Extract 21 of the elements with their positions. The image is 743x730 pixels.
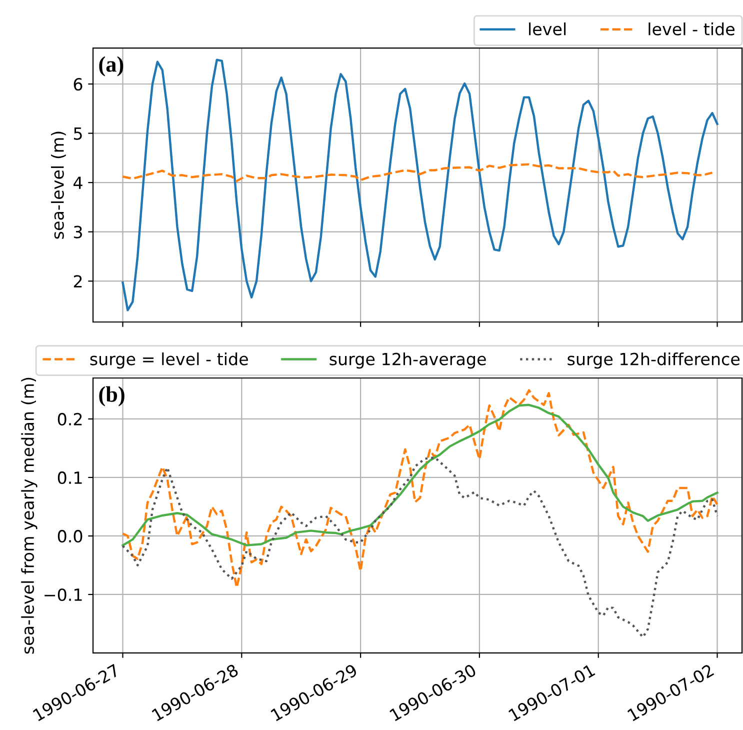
y-tick-label: 4 <box>74 176 82 189</box>
annotation: (a) <box>99 56 124 76</box>
annotation: (b) <box>99 386 124 406</box>
legend-label: surge 12h-difference <box>568 352 740 369</box>
y-tick-label: 6 <box>74 78 82 91</box>
legend-label: surge 12h-average <box>330 352 486 369</box>
y-axis-title: sea-level from yearly median (m) <box>21 378 38 654</box>
legend-label: level <box>529 22 566 36</box>
y-axis-title: sea-level (m) <box>51 132 66 239</box>
y-tick-label: 2 <box>74 275 82 288</box>
y-tick-label: −0.1 <box>44 588 82 602</box>
y-tick-label: 5 <box>74 127 82 140</box>
y-tick-label: 3 <box>74 226 82 238</box>
y-tick-label: 0.1 <box>58 471 82 484</box>
y-tick-label: 0.0 <box>58 530 82 543</box>
legend-label: surge = level - tide <box>90 352 248 369</box>
line-series <box>122 456 718 638</box>
y-tick-label: 0.2 <box>58 412 82 426</box>
line-series <box>122 163 714 182</box>
legend-label: level - tide <box>648 22 734 36</box>
line-series <box>122 58 718 312</box>
